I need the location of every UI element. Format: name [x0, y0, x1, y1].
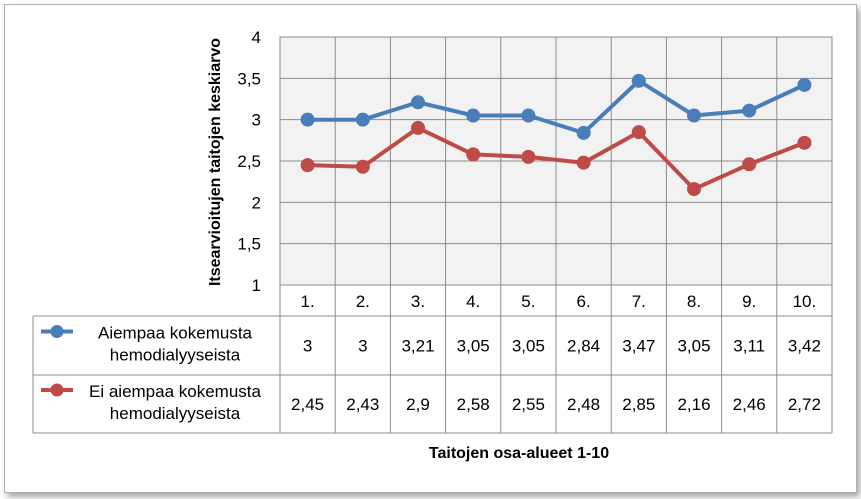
data-point [576, 155, 591, 170]
x-axis-label: Taitojen osa-alueet 1-10 [429, 445, 609, 462]
legend-marker [50, 383, 64, 397]
data-point [411, 95, 425, 110]
y-tick-label: 1,5 [237, 235, 261, 254]
data-point [797, 135, 812, 150]
data-label: 3,47 [622, 337, 655, 356]
data-label: 2,55 [512, 395, 545, 414]
x-tick-label: 5. [521, 292, 535, 311]
data-point [300, 112, 315, 127]
data-point [576, 125, 591, 140]
x-tick-label: 8. [687, 292, 701, 311]
data-label: 2,58 [457, 395, 490, 414]
legend-label: hemodialyyseista [110, 346, 241, 365]
data-point [521, 149, 536, 164]
data-point [742, 103, 757, 118]
data-point [797, 77, 812, 92]
data-point [631, 125, 646, 140]
data-point [300, 158, 315, 173]
data-label: 2,45 [291, 395, 324, 414]
x-tick-label: 3. [411, 292, 425, 311]
y-tick-label: 3,5 [237, 69, 261, 88]
data-point [687, 182, 701, 197]
y-tick-label: 2 [252, 193, 261, 212]
series-line [307, 125, 806, 192]
data-label: 2,16 [677, 395, 710, 414]
x-tick-label: 10. [793, 292, 817, 311]
data-point [742, 157, 757, 172]
data-point [466, 147, 481, 162]
y-tick-label: 4 [252, 28, 261, 47]
data-label: 2,48 [567, 395, 600, 414]
data-point [355, 159, 370, 174]
legend-label: Ei aiempaa kokemusta [89, 382, 262, 401]
series-lines [300, 73, 812, 197]
x-tick-label: 1. [301, 292, 315, 311]
data-label: 2,9 [406, 395, 430, 414]
legend-label: hemodialyyseista [110, 404, 241, 423]
data-label: 2,85 [622, 395, 655, 414]
y-tick-label: 2,5 [237, 152, 261, 171]
data-label: 3 [358, 337, 367, 356]
data-point [411, 120, 425, 135]
data-label: 3,05 [512, 337, 545, 356]
x-tick-label: 4. [466, 292, 480, 311]
data-label: 3 [303, 337, 312, 356]
chart-frame: 1 1,5 2 2,5 3 3,5 4 Itsearvioitujen taitojen k… [4, 4, 857, 493]
data-label: 2,84 [567, 337, 600, 356]
y-tick-label: 3 [252, 111, 261, 130]
data-point [521, 108, 536, 123]
data-label: 2,46 [733, 395, 766, 414]
y-axis-label: Itsearvioitujen taitojen keskiarvo [207, 38, 224, 286]
data-label: 3,42 [788, 337, 821, 356]
data-label: 2,43 [346, 395, 379, 414]
data-label: 3,05 [457, 337, 490, 356]
data-label: 3,21 [401, 337, 434, 356]
x-tick-label: 9. [742, 292, 756, 311]
data-point [355, 112, 370, 127]
y-tick-label: 1 [252, 276, 261, 295]
legend-marker [50, 325, 64, 338]
data-label: 3,11 [733, 337, 765, 356]
data-point [687, 108, 701, 123]
x-tick-label: 6. [577, 292, 591, 311]
y-axis-ticks: 1 1,5 2 2,5 3 3,5 4 [237, 28, 261, 295]
data-label: 2,72 [788, 395, 821, 414]
x-tick-label: 7. [632, 292, 646, 311]
data-point [466, 108, 481, 123]
data-label: 3,05 [677, 337, 710, 356]
line-chart: 1 1,5 2 2,5 3 3,5 4 Itsearvioitujen taitojen k… [32, 28, 833, 462]
data-table: 1. 2. 3. 4. 5. 6. 7. 8. 9. 10. Aiempaa kokemusta he… [32, 37, 833, 434]
data-point [631, 73, 646, 88]
series-line [307, 78, 806, 135]
x-tick-label: 2. [356, 292, 370, 311]
legend-label: Aiempaa kokemusta [98, 324, 253, 343]
